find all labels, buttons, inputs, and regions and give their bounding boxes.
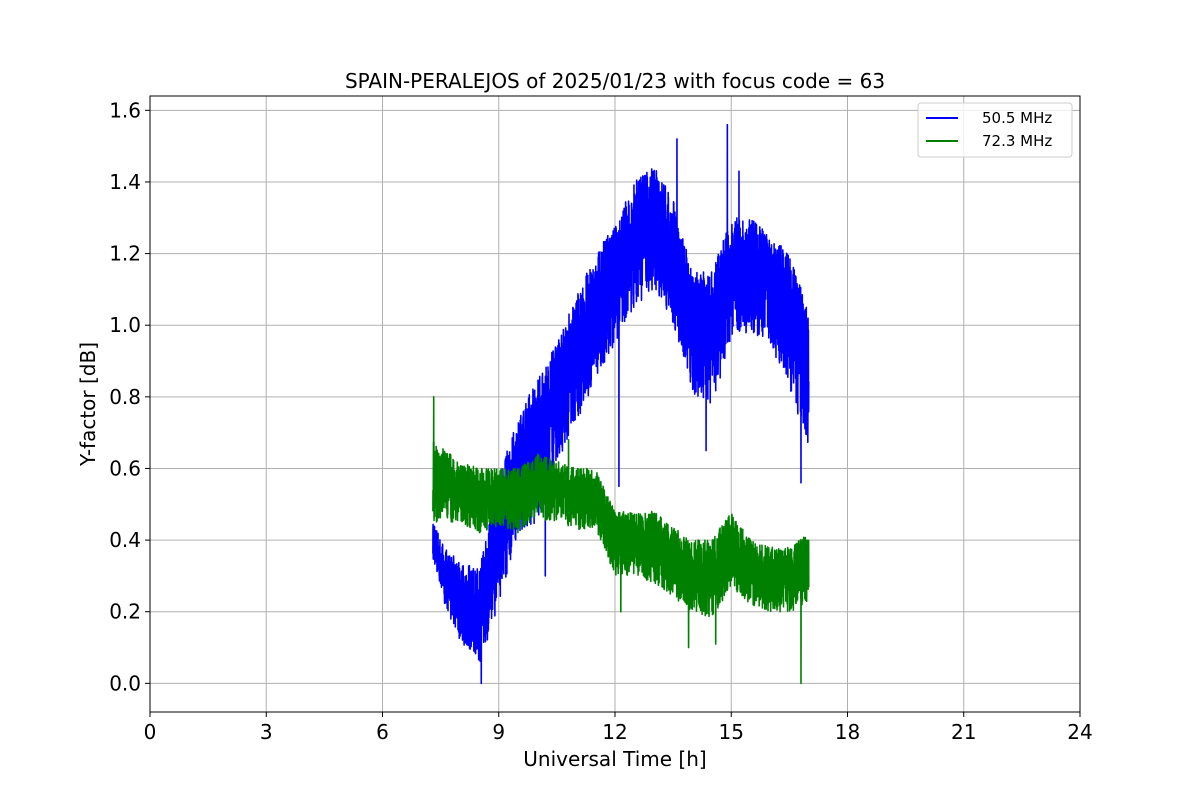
y-tick-label: 1.0: [109, 313, 141, 337]
x-tick-label: 15: [719, 720, 744, 744]
grid: [149, 96, 1081, 712]
y-tick-label: 0.4: [109, 528, 141, 552]
y-axis: 0.0 0.2 0.4 0.6 0.8 1.0 1.2 1.4 1.6: [109, 98, 150, 695]
y-tick-label: 1.4: [109, 170, 141, 194]
y-tick-label: 1.6: [109, 98, 141, 122]
y-tick-label: 0.2: [109, 600, 141, 624]
chart-title: SPAIN-PERALEJOS of 2025/01/23 with focus…: [345, 69, 885, 93]
legend: 50.5 MHz 72.3 MHz: [917, 102, 1073, 158]
x-axis-label: Universal Time [h]: [523, 747, 706, 771]
x-axis: 0 3 6 9 12 15 18 21 24: [144, 712, 1093, 744]
legend-label-72-3: 72.3 MHz: [982, 132, 1052, 150]
x-tick-label: 21: [951, 720, 976, 744]
x-tick-label: 6: [376, 720, 389, 744]
x-tick-label: 3: [260, 720, 273, 744]
x-tick-label: 24: [1067, 720, 1092, 744]
y-tick-label: 0.0: [109, 671, 141, 695]
y-axis-label: Y-factor [dB]: [76, 342, 100, 467]
y-tick-label: 0.8: [109, 385, 141, 409]
series-line-50-5-mhz: [432, 123, 810, 685]
x-tick-label: 9: [492, 720, 505, 744]
x-tick-label: 0: [144, 720, 157, 744]
series-line-72-3-mhz: [432, 396, 810, 685]
y-tick-label: 0.6: [109, 456, 141, 480]
y-tick-label: 1.2: [109, 242, 141, 266]
legend-box: [917, 102, 1073, 158]
series-layer: [432, 123, 810, 685]
x-tick-label: 18: [835, 720, 860, 744]
legend-label-50-5: 50.5 MHz: [982, 109, 1052, 127]
x-tick-label: 12: [602, 720, 627, 744]
